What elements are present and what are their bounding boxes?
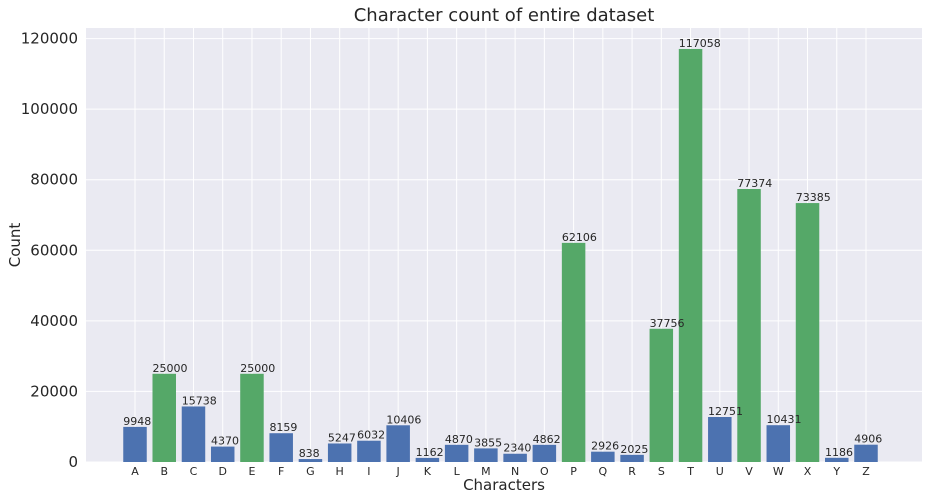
- data-label: 9948: [123, 415, 151, 428]
- x-tick-label: U: [716, 465, 724, 478]
- bar-e: [240, 373, 264, 462]
- x-tick-label: G: [306, 465, 315, 478]
- x-tick-label: K: [424, 465, 432, 478]
- data-label: 2926: [591, 440, 619, 453]
- bar-b: [152, 373, 176, 462]
- bar-f: [269, 433, 293, 462]
- x-tick-label: Q: [599, 465, 608, 478]
- y-tick-label: 120000: [21, 30, 78, 48]
- bar-k: [415, 457, 440, 462]
- x-tick-label: F: [278, 465, 284, 478]
- y-tick-label: 80000: [30, 171, 78, 189]
- data-label: 73385: [796, 191, 831, 204]
- bar-n: [503, 453, 527, 462]
- data-label: 37756: [650, 317, 685, 330]
- data-label: 12751: [708, 405, 743, 418]
- bars-group: [123, 48, 878, 463]
- x-tick-label: C: [190, 465, 198, 478]
- data-label: 838: [299, 447, 320, 460]
- y-tick-label: 100000: [21, 100, 78, 118]
- data-label: 15738: [182, 394, 217, 407]
- y-tick-label: 60000: [30, 241, 78, 259]
- bar-m: [474, 448, 498, 462]
- bar-s: [649, 328, 674, 462]
- x-tick-label: W: [773, 465, 784, 478]
- y-tick-label: 40000: [30, 312, 78, 330]
- data-label: 1162: [416, 446, 444, 459]
- y-axis-label: Count: [6, 223, 24, 268]
- x-tick-labels: A B C D E F G H I J K L M N O P Q R S T U V W X Y Z: [131, 465, 870, 478]
- x-tick-label: B: [160, 465, 168, 478]
- bar-v: [737, 188, 761, 462]
- x-tick-label: D: [218, 465, 226, 478]
- data-label: 4862: [533, 433, 561, 446]
- bar-d: [210, 446, 235, 462]
- data-label: 25000: [240, 362, 275, 375]
- y-tick-label: 0: [68, 453, 78, 471]
- plot-area: [86, 28, 922, 462]
- x-tick-label: A: [131, 465, 139, 478]
- bar-t: [678, 48, 703, 463]
- data-label: 2340: [503, 442, 531, 455]
- data-label: 10406: [386, 413, 421, 426]
- data-label: 25000: [152, 362, 187, 375]
- bar-h: [327, 443, 352, 462]
- bar-q: [591, 451, 615, 462]
- data-label: 4870: [445, 433, 473, 446]
- bar-o: [532, 444, 557, 462]
- x-tick-label: V: [745, 465, 753, 478]
- bar-c: [181, 406, 206, 462]
- data-label: 117058: [679, 37, 721, 50]
- x-tick-label: H: [336, 465, 344, 478]
- x-tick-label: M: [481, 465, 491, 478]
- bar-x: [795, 203, 820, 462]
- x-tick-label: T: [686, 465, 694, 478]
- bar-l: [444, 444, 469, 462]
- x-tick-label: I: [367, 465, 370, 478]
- x-tick-label: X: [804, 465, 812, 478]
- data-label: 5247: [328, 431, 356, 444]
- y-tick-label: 20000: [30, 382, 78, 400]
- bar-i: [357, 440, 381, 462]
- x-tick-label: N: [511, 465, 519, 478]
- data-label: 77374: [737, 177, 772, 190]
- bar-u: [708, 417, 732, 462]
- bar-z: [854, 444, 878, 462]
- x-axis-label: Characters: [463, 476, 545, 494]
- data-label: 10431: [767, 413, 802, 426]
- bar-j: [386, 425, 410, 462]
- y-tick-labels: 0 20000 40000 60000 80000 100000 120000: [21, 30, 78, 471]
- x-tick-label: Z: [862, 465, 870, 478]
- data-label: 1186: [825, 446, 853, 459]
- x-tick-label: J: [396, 465, 400, 478]
- data-label: 62106: [562, 231, 597, 244]
- bar-r: [620, 454, 644, 462]
- bar-p: [561, 242, 586, 462]
- bar-w: [766, 425, 791, 462]
- data-label: 3855: [474, 436, 502, 449]
- data-label: 8159: [269, 421, 297, 434]
- data-label: 6032: [357, 429, 385, 442]
- bar-y: [825, 457, 849, 462]
- data-label: 4370: [211, 435, 239, 448]
- x-tick-label: R: [628, 465, 636, 478]
- bar-a: [123, 426, 147, 462]
- x-tick-label: L: [454, 465, 461, 478]
- bar-g: [298, 459, 323, 462]
- x-tick-label: O: [540, 465, 549, 478]
- x-tick-label: Y: [832, 465, 840, 478]
- data-label: 2025: [620, 443, 648, 456]
- data-label: 4906: [854, 433, 882, 446]
- x-tick-label: E: [248, 465, 255, 478]
- x-tick-label: P: [570, 465, 577, 478]
- chart-title: Character count of entire dataset: [354, 5, 655, 26]
- x-tick-label: S: [658, 465, 665, 478]
